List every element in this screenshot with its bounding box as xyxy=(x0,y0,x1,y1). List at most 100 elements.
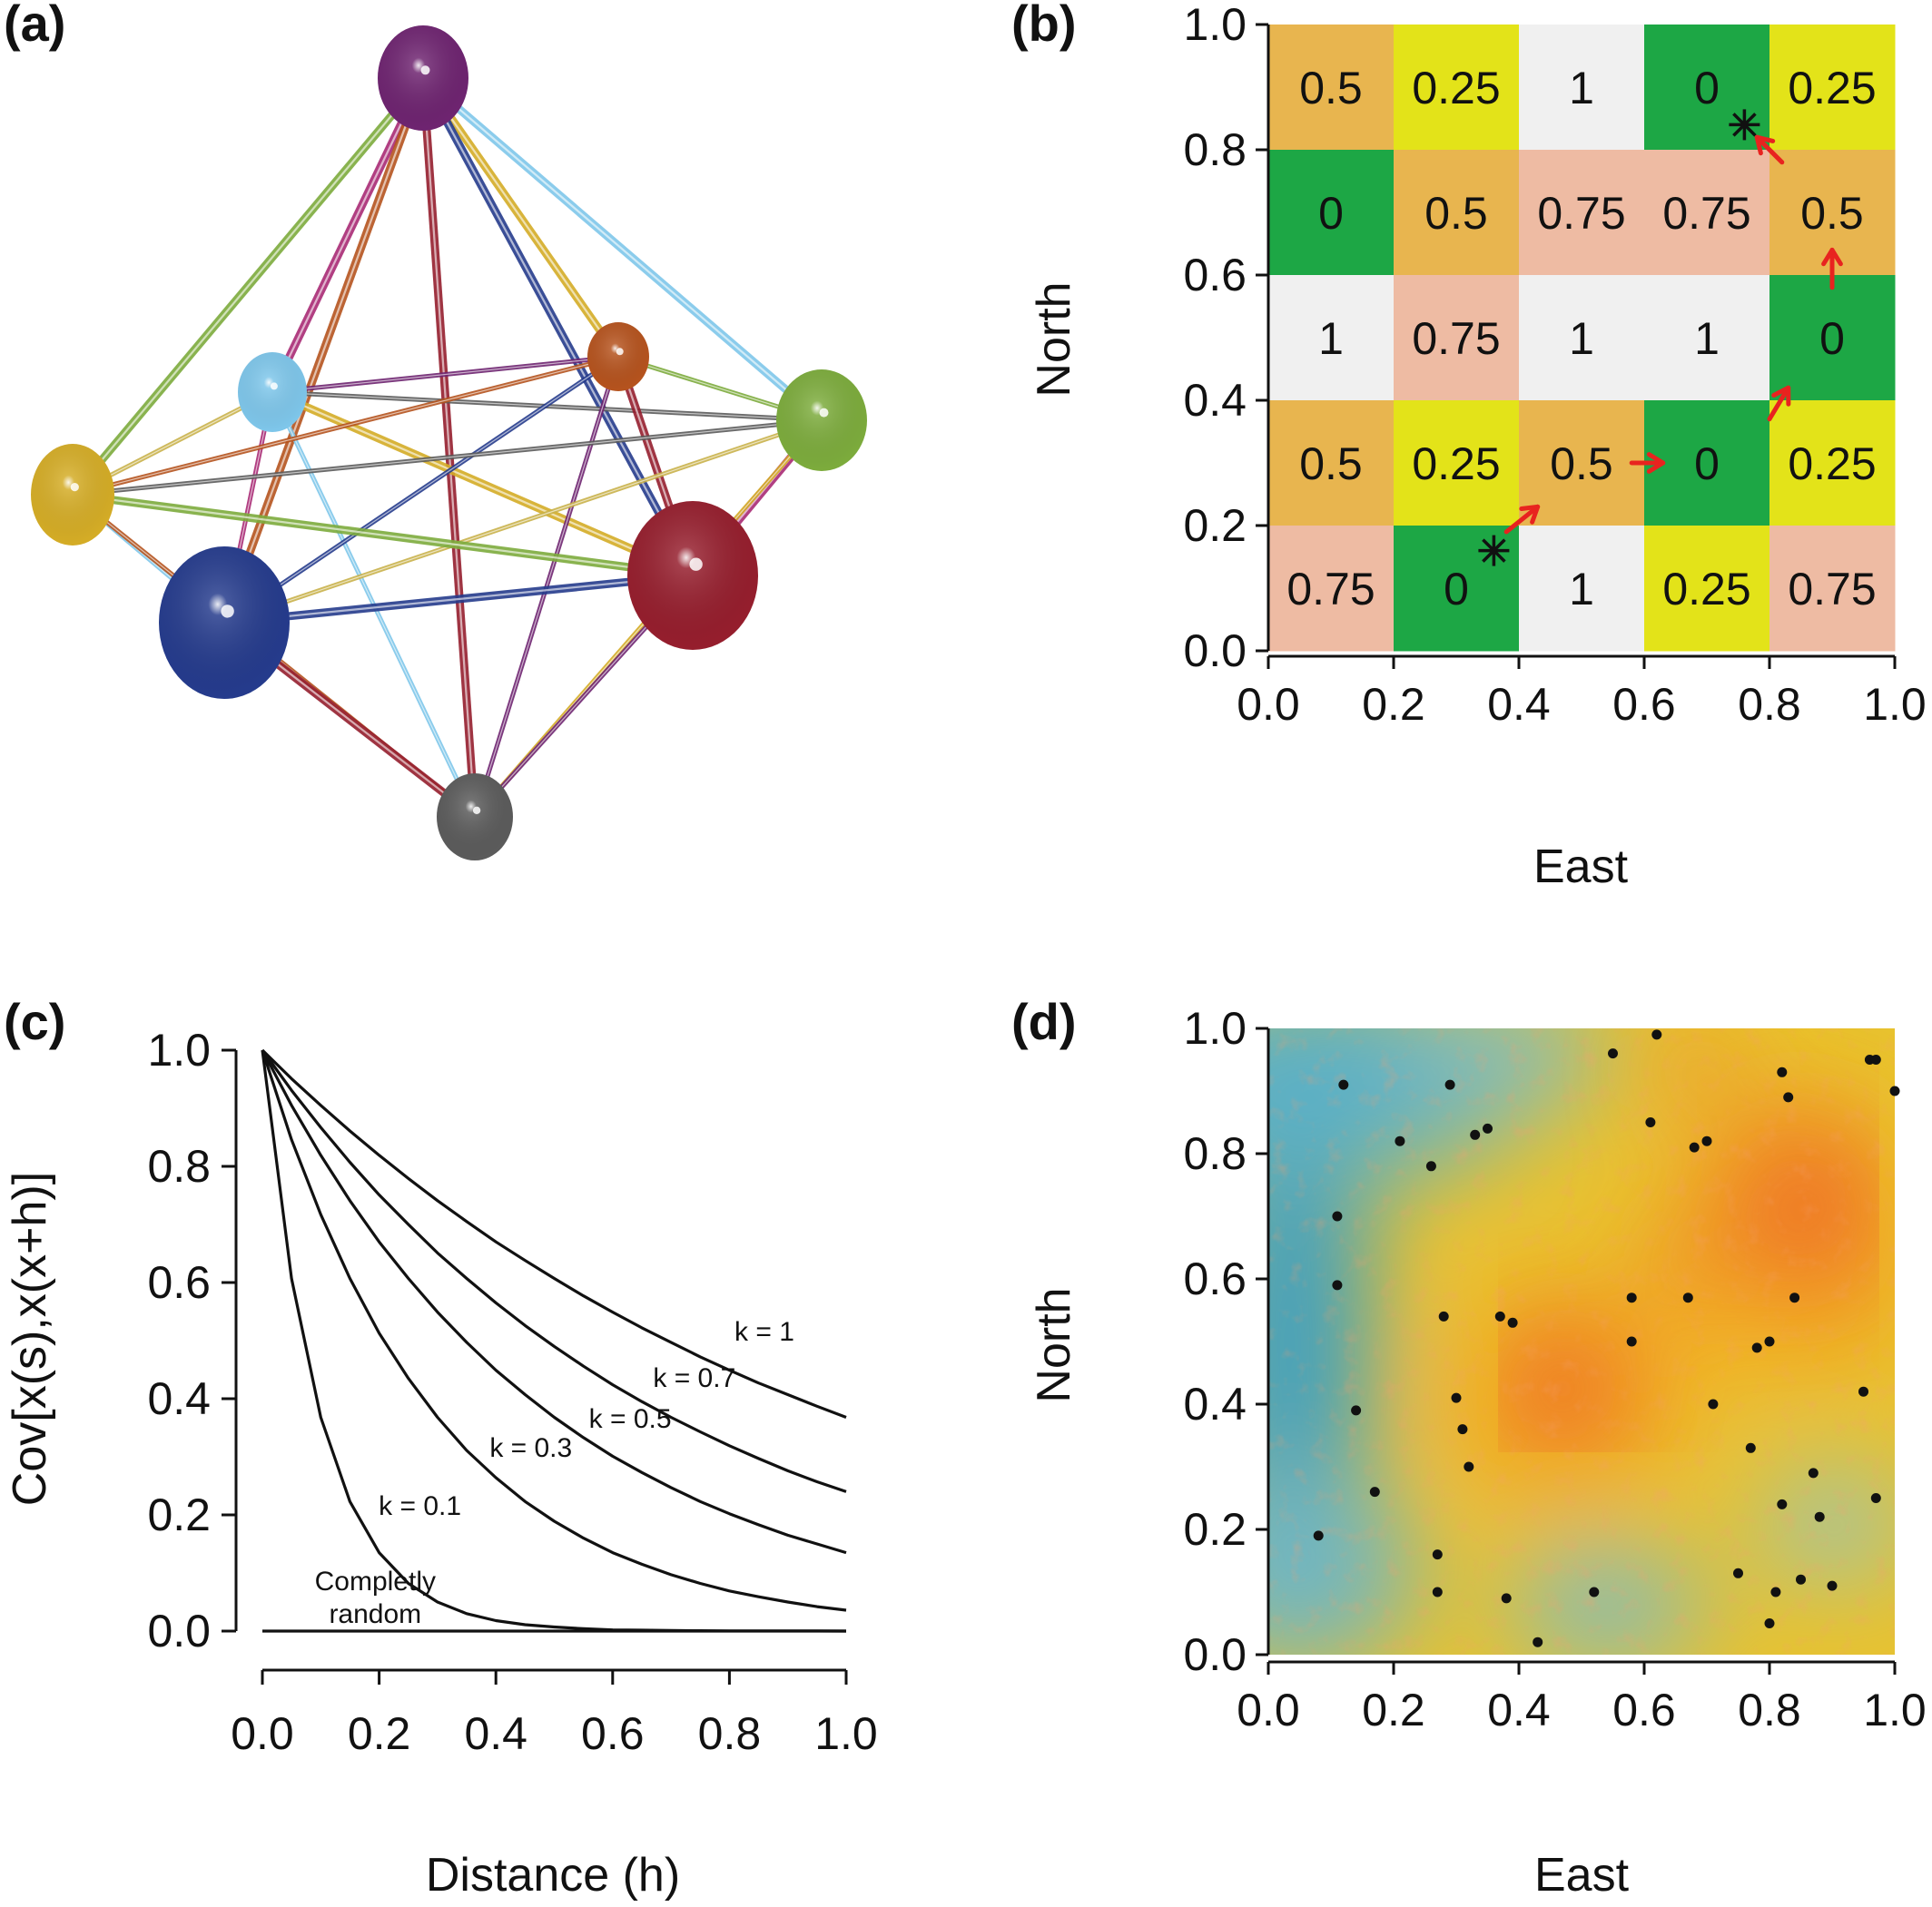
sample-point xyxy=(1494,1311,1505,1322)
covariance-panel: 0.0 0.2 0.4 0.6 0.8 1.0 0.0 0.2 0.4 0.6 0.8 1.0 k =… xyxy=(4,1025,878,1902)
network-edge-highlight xyxy=(271,390,694,577)
grid-cell-value: 0.75 xyxy=(1662,188,1750,239)
sample-point xyxy=(1777,1499,1788,1509)
sample-point xyxy=(1332,1211,1343,1222)
grid-cell-value: 0.75 xyxy=(1412,313,1500,364)
path-arrow xyxy=(1503,504,1541,535)
network-edge-highlight xyxy=(271,77,425,393)
sample-point xyxy=(1764,1618,1775,1628)
grid-cell xyxy=(1268,526,1395,652)
path-arrow xyxy=(1754,134,1785,165)
network-panel xyxy=(31,25,867,860)
grid-cell xyxy=(1519,400,1645,526)
y-tick-label: 0.8 xyxy=(147,1141,211,1192)
sample-point xyxy=(1682,1293,1693,1303)
grid-cell-value: 0.75 xyxy=(1788,564,1876,614)
sample-point xyxy=(1395,1135,1405,1146)
sample-point xyxy=(1432,1549,1443,1560)
x-tick-label: 0.6 xyxy=(581,1708,645,1759)
y-tick-label: 0.0 xyxy=(1183,625,1247,676)
network-node-shine xyxy=(437,773,513,860)
network-node-highlight xyxy=(270,382,278,390)
sample-point xyxy=(1889,1086,1900,1096)
y-axis-title-c: Cov[x(s),x(x+h)] xyxy=(4,1172,56,1506)
grid-cell xyxy=(1394,150,1520,276)
sample-point xyxy=(1764,1336,1775,1347)
path-arrow xyxy=(1629,452,1666,474)
y-tick-label: 0.6 xyxy=(147,1257,211,1308)
panel-label-d: (d) xyxy=(1011,993,1077,1050)
covariance-curves xyxy=(261,1048,847,1633)
grid-cell-value: 0.5 xyxy=(1550,438,1613,489)
x-axis-title-b: East xyxy=(1533,840,1629,893)
sample-point xyxy=(1827,1580,1838,1591)
y-tick-label: 0.6 xyxy=(1183,1253,1247,1304)
x-tick-label: 0.4 xyxy=(1487,679,1551,730)
network-edge-highlight xyxy=(271,356,619,393)
sample-point xyxy=(1708,1399,1719,1410)
network-edge-highlight xyxy=(422,77,823,421)
grid-cell xyxy=(1268,275,1395,401)
random-field-axes: 0.0 0.2 0.4 0.6 0.8 1.0 0.0 0.2 0.4 0.6 0.8 1.0 xyxy=(1183,1003,1926,1735)
grid-cell-value: 0.5 xyxy=(1800,188,1864,239)
sample-point xyxy=(1858,1386,1868,1397)
sample-point xyxy=(1645,1117,1656,1127)
network-node-shine xyxy=(378,25,468,131)
y-tick-label: 0.8 xyxy=(1183,124,1247,175)
sample-point xyxy=(1313,1530,1324,1541)
x-tick-label: 0.8 xyxy=(698,1708,762,1759)
sample-point xyxy=(1457,1424,1468,1435)
x-tick-label: 0.6 xyxy=(1612,1685,1676,1735)
grid-cell-value: 1 xyxy=(1694,313,1720,364)
path-arrow xyxy=(1767,385,1791,422)
grid-cell-value: 0.5 xyxy=(1299,438,1363,489)
network-edge-highlight xyxy=(72,419,823,496)
curve-label: k = 0.7 xyxy=(653,1363,735,1393)
grid-cell xyxy=(1769,275,1896,401)
x-tick-label: 0.8 xyxy=(1738,1685,1801,1735)
sample-point xyxy=(1745,1442,1756,1453)
sample-point xyxy=(1483,1123,1493,1134)
network-edge-highlight xyxy=(421,77,477,818)
sample-point xyxy=(1470,1129,1481,1140)
grid-cell xyxy=(1769,400,1896,526)
sample-point xyxy=(1770,1587,1781,1597)
network-node-highlight xyxy=(70,483,79,492)
grid-cell-value: 0.5 xyxy=(1299,63,1363,113)
sample-points xyxy=(1313,1029,1900,1647)
grid-cell xyxy=(1644,150,1770,276)
grid-cell xyxy=(1519,526,1645,652)
grid-cell-value: 1 xyxy=(1569,313,1594,364)
sample-point xyxy=(1432,1587,1443,1597)
grid-cell xyxy=(1769,25,1896,151)
x-tick-label: 0.4 xyxy=(1487,1685,1551,1735)
x-axis-title-c: Distance (h) xyxy=(426,1849,680,1902)
grid-cell-value: 1 xyxy=(1318,313,1344,364)
path-arrow xyxy=(1821,247,1843,290)
sample-point xyxy=(1501,1593,1512,1604)
sample-point xyxy=(1444,1079,1455,1090)
x-tick-label: 1.0 xyxy=(1863,1685,1927,1735)
sample-point xyxy=(1464,1461,1474,1472)
grid-cell-value: 0.75 xyxy=(1537,188,1625,239)
y-tick-label: 1.0 xyxy=(1183,1003,1247,1054)
asterisk-marker xyxy=(1732,113,1757,137)
x-tick-label: 1.0 xyxy=(814,1708,878,1759)
sample-point xyxy=(1338,1079,1349,1090)
grid-cell xyxy=(1644,275,1770,401)
curve-label: random xyxy=(329,1599,421,1629)
y-tick-label: 0.6 xyxy=(1183,250,1247,300)
y-tick-label: 0.4 xyxy=(1183,1379,1247,1430)
covariance-curve xyxy=(261,1049,847,1555)
y-tick-label: 0.0 xyxy=(1183,1629,1247,1680)
y-tick-label: 0.2 xyxy=(1183,500,1247,551)
network-edge-highlight xyxy=(223,356,619,624)
grid-cell xyxy=(1519,275,1645,401)
y-tick-label: 0.8 xyxy=(1183,1128,1247,1179)
sample-point xyxy=(1608,1048,1618,1059)
sample-point xyxy=(1870,1055,1881,1065)
grid-cell-value: 0.25 xyxy=(1412,63,1500,113)
x-tick-label: 0.0 xyxy=(231,1708,294,1759)
grid-cell-value: 0 xyxy=(1694,63,1720,113)
